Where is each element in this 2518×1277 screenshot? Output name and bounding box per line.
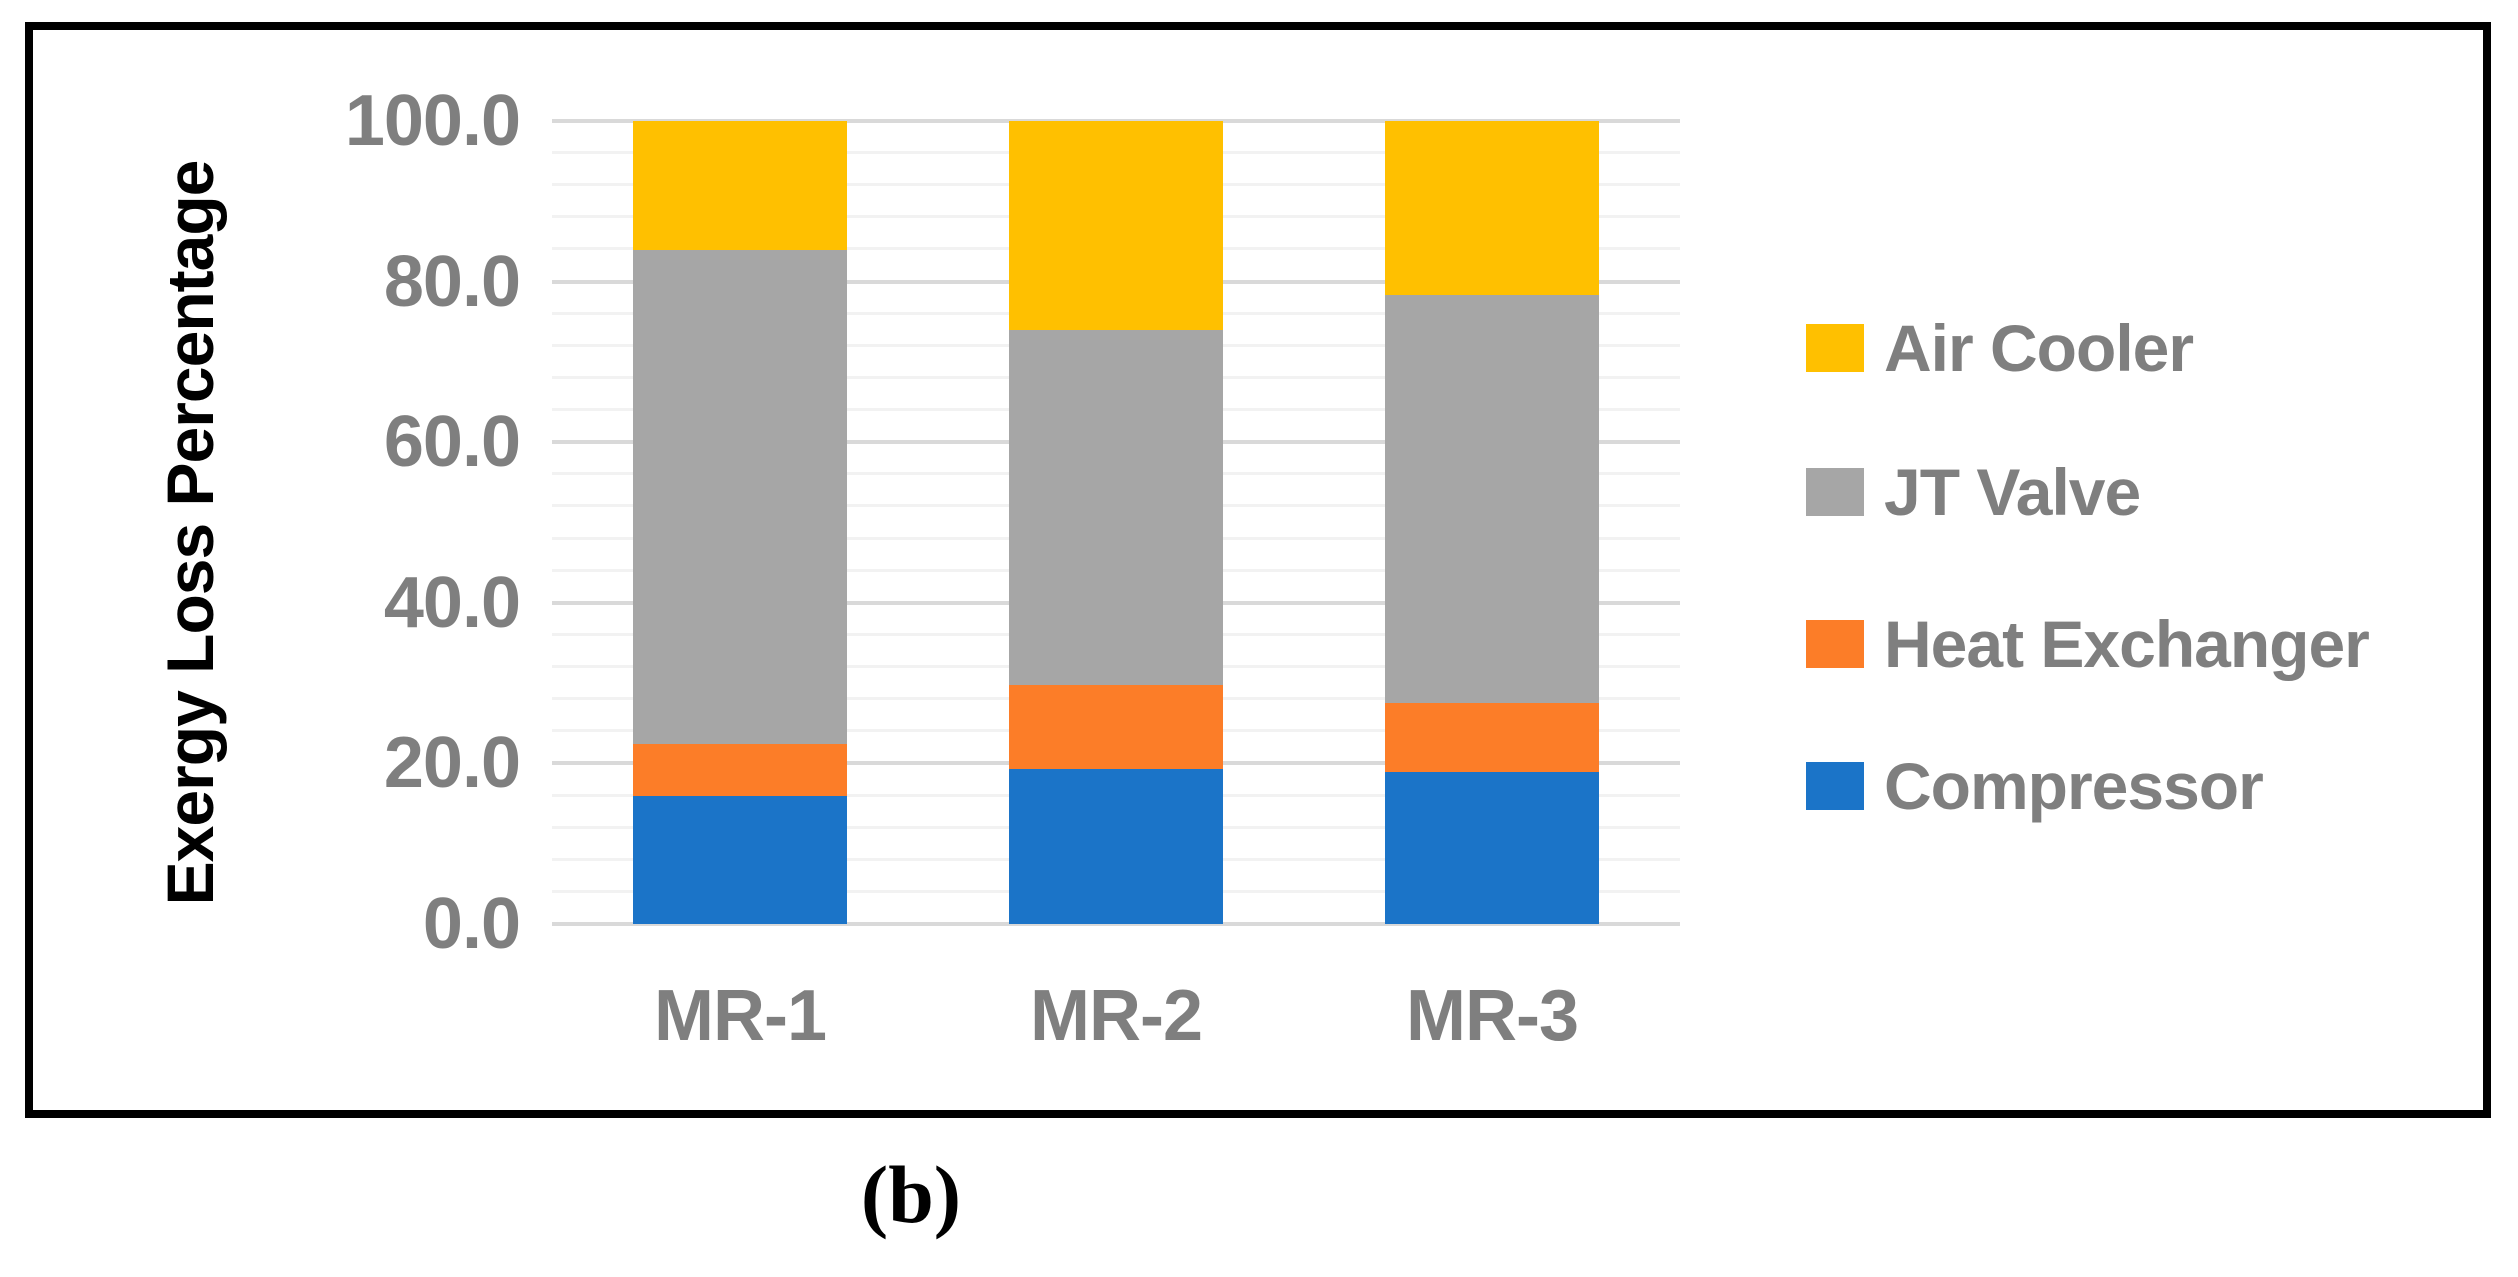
y-axis-title: Exergy Loss Percentage bbox=[153, 160, 227, 906]
y-tick-label: 0.0 bbox=[422, 884, 521, 964]
legend-swatch-icon bbox=[1806, 324, 1864, 372]
bar-segment-jt-valve bbox=[1385, 295, 1599, 704]
bar-segment-heat-exchanger bbox=[633, 744, 847, 796]
legend-swatch-icon bbox=[1806, 762, 1864, 810]
y-tick-label: 20.0 bbox=[383, 723, 521, 804]
plot-area bbox=[552, 119, 1680, 926]
y-tick-label: 100.0 bbox=[344, 81, 521, 161]
legend-label: Compressor bbox=[1884, 749, 2264, 823]
bar-segment-heat-exchanger bbox=[1009, 684, 1223, 770]
y-tick-label: 80.0 bbox=[383, 241, 521, 322]
bar-MR-3 bbox=[1385, 121, 1599, 924]
bar-MR-1 bbox=[633, 121, 847, 924]
bar-segment-air-cooler bbox=[1385, 121, 1599, 296]
legend-label: JT Valve bbox=[1884, 455, 2141, 529]
bar-MR-2 bbox=[1009, 121, 1223, 924]
bar-segment-compressor bbox=[1009, 769, 1223, 924]
bar-segment-air-cooler bbox=[1009, 121, 1223, 330]
bar-segment-compressor bbox=[1385, 772, 1599, 924]
legend-label: Heat Exchanger bbox=[1884, 607, 2370, 681]
legend-label: Air Cooler bbox=[1884, 311, 2194, 385]
legend-swatch-icon bbox=[1806, 620, 1864, 668]
bar-segment-heat-exchanger bbox=[1385, 703, 1599, 773]
bar-segment-jt-valve bbox=[633, 250, 847, 745]
bar-segment-jt-valve bbox=[1009, 329, 1223, 685]
y-tick-label: 60.0 bbox=[383, 402, 521, 483]
x-category-label: MR-3 bbox=[1406, 976, 1579, 1056]
legend-item-compressor: Compressor bbox=[1806, 749, 2264, 823]
major-gridline bbox=[552, 922, 1680, 926]
bar-segment-air-cooler bbox=[633, 121, 847, 251]
y-tick-label: 40.0 bbox=[383, 562, 521, 643]
x-category-label: MR-2 bbox=[1030, 976, 1203, 1056]
figure-caption: (b) bbox=[860, 1149, 962, 1240]
major-gridline bbox=[552, 119, 1680, 123]
bar-segment-compressor bbox=[633, 795, 847, 924]
legend-item-air-cooler: Air Cooler bbox=[1806, 311, 2194, 385]
legend-item-jt-valve: JT Valve bbox=[1806, 455, 2141, 529]
x-category-label: MR-1 bbox=[654, 976, 827, 1056]
legend-item-heat-exchanger: Heat Exchanger bbox=[1806, 607, 2370, 681]
legend-swatch-icon bbox=[1806, 468, 1864, 516]
